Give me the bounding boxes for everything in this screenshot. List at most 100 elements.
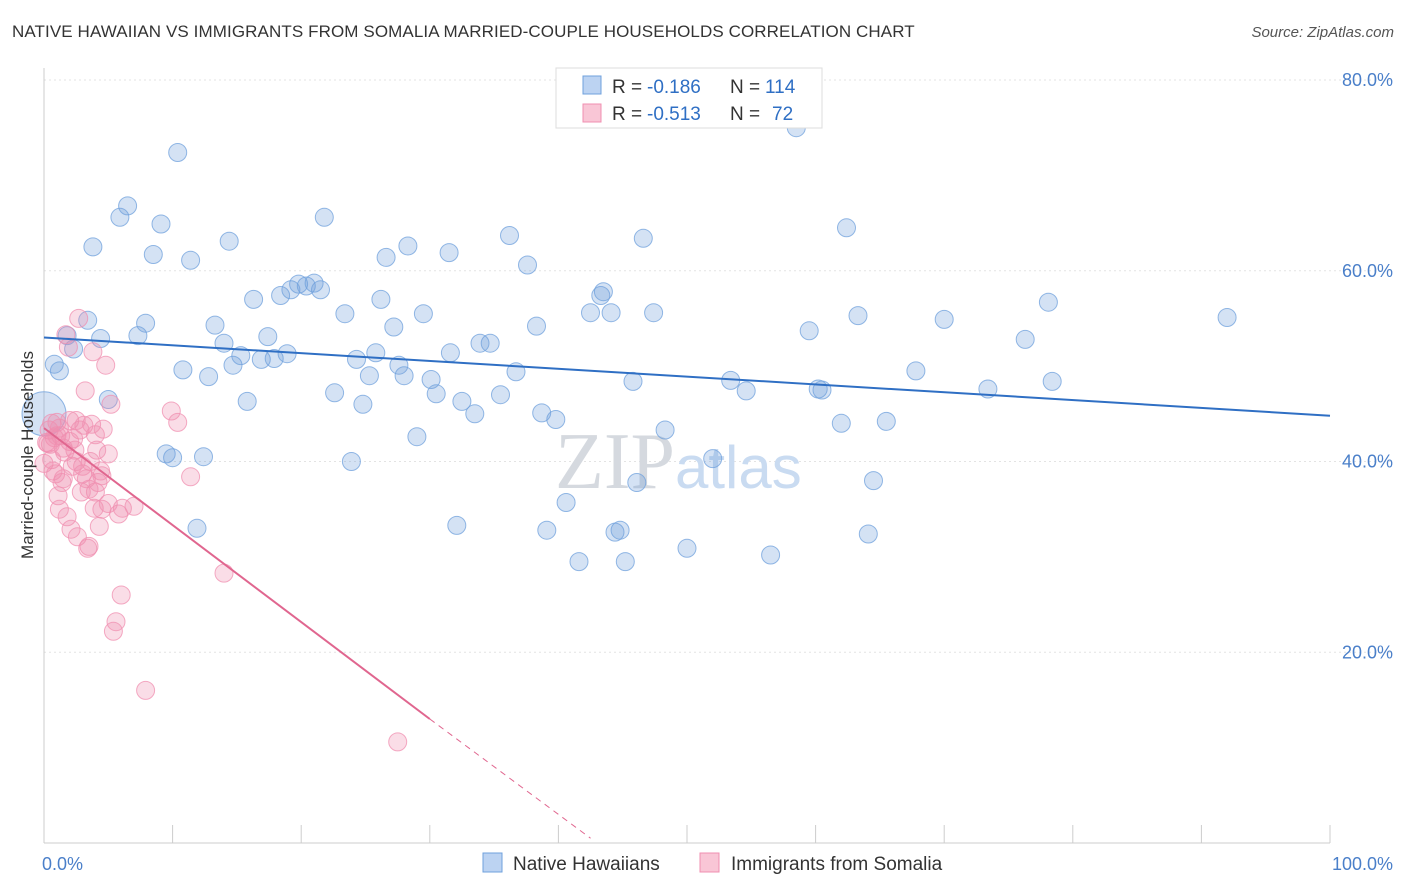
data-point (864, 471, 883, 491)
data-point (413, 304, 433, 324)
data-point (92, 466, 112, 486)
data-point (231, 346, 251, 366)
data-point (84, 498, 104, 518)
data-point (271, 286, 291, 305)
data-point (187, 518, 207, 538)
data-point (371, 289, 391, 309)
data-point (289, 274, 309, 294)
data-point (1015, 329, 1035, 349)
data-point (49, 361, 69, 381)
data-point (407, 427, 427, 447)
data-point (341, 452, 361, 471)
data-point (314, 207, 334, 227)
data-point (168, 143, 188, 162)
data-point (532, 403, 552, 423)
data-point (237, 391, 257, 411)
legend-r-value: -0.186 (647, 77, 701, 98)
data-point (101, 394, 121, 414)
bottom-legend-swatch-native-hawaiians (482, 852, 503, 873)
data-point (111, 585, 131, 605)
data-point (761, 545, 781, 565)
data-point (470, 333, 490, 353)
data-point (546, 410, 566, 429)
data-point (1038, 292, 1058, 312)
data-point (439, 243, 459, 263)
data-point (244, 289, 264, 309)
data-point (93, 419, 113, 439)
data-point (447, 515, 467, 535)
data-point (214, 563, 234, 583)
data-point (118, 196, 138, 216)
y-axis-label: Married-couple Households (18, 351, 37, 559)
bottom-legend-native-hawaiians: Native Hawaiians (513, 854, 660, 875)
data-point (58, 337, 78, 357)
data-point (82, 414, 102, 434)
data-point (858, 524, 878, 544)
legend-n-value: 72 (772, 104, 793, 125)
data-point (219, 231, 239, 251)
data-point (591, 286, 611, 305)
data-point (384, 317, 404, 337)
data-point (85, 425, 105, 445)
data-point (848, 306, 868, 326)
data-point (311, 280, 330, 300)
data-point (89, 516, 109, 536)
data-point (156, 444, 176, 464)
data-point (736, 381, 756, 401)
y-tick-label: 80.0% (1342, 70, 1393, 90)
data-point (388, 732, 408, 752)
legend-swatch-native-hawaiians (582, 75, 602, 95)
data-point (644, 303, 664, 323)
series-immigrants-from-somalia (34, 308, 408, 752)
data-point (610, 520, 630, 540)
watermark-atlas: atlas (675, 434, 802, 501)
trend-line (43, 336, 1331, 417)
trend-lines (43, 336, 1331, 839)
trend-line (43, 427, 431, 720)
bottom-legend: Native Hawaiians Immigrants from Somalia (482, 852, 943, 875)
data-point (194, 447, 213, 467)
legend-n-label: N = (730, 104, 760, 125)
source-label: Source: ZipAtlas.com (1251, 24, 1394, 41)
data-point (98, 444, 118, 464)
data-point (569, 552, 589, 572)
bottom-legend-swatch-somalia (699, 852, 720, 873)
data-point (934, 309, 954, 329)
data-point (181, 250, 201, 270)
data-point (581, 303, 600, 323)
data-point (258, 327, 278, 347)
chart-title: NATIVE HAWAIIAN VS IMMIGRANTS FROM SOMAL… (12, 22, 915, 41)
data-point (79, 479, 99, 499)
data-point (440, 343, 460, 363)
data-point (633, 228, 653, 248)
data-point (978, 379, 998, 399)
data-point (518, 255, 537, 275)
legend-n-value: 114 (765, 77, 796, 98)
data-point (281, 280, 301, 300)
data-point (366, 343, 386, 363)
data-point (480, 333, 500, 353)
data-point (556, 493, 576, 512)
data-point (277, 344, 297, 364)
data-point (143, 245, 163, 264)
data-point (124, 496, 144, 516)
data-point (831, 413, 851, 433)
data-point (83, 237, 103, 257)
data-point (837, 218, 856, 238)
data-point (168, 412, 188, 432)
data-point (106, 612, 126, 632)
data-point (500, 226, 519, 245)
data-point (1217, 308, 1237, 327)
data-point (799, 321, 819, 341)
data-point (655, 420, 675, 440)
data-point (87, 440, 107, 460)
legend-r-label: R = (612, 77, 642, 98)
data-point (394, 366, 414, 386)
data-point (389, 355, 409, 375)
data-point (69, 308, 89, 328)
data-point (223, 355, 243, 375)
data-point (376, 247, 396, 267)
data-point (491, 385, 510, 405)
watermark: ZIPatlas (555, 418, 802, 506)
